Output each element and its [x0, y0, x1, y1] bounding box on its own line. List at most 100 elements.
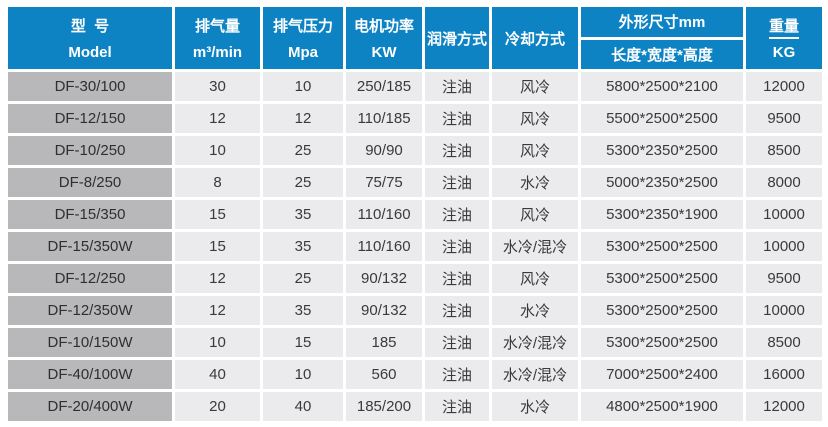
cell-cooling: 风冷: [492, 136, 578, 165]
cell-lubrication: 注油: [425, 136, 489, 165]
cell-power: 110/185: [346, 104, 422, 133]
table-row: DF-10/150W 10 15 185 注油 水冷/混冷 5300*2500*…: [8, 328, 822, 357]
header-pressure-unit: Mpa: [288, 44, 318, 61]
cell-model: DF-15/350W: [8, 232, 172, 261]
cell-displacement: 12: [175, 264, 260, 293]
cell-dimensions: 5300*2500*2500: [581, 232, 743, 261]
header-dimensions: 外形尺寸mm 长度*宽度*高度: [581, 7, 743, 69]
table-row: DF-40/100W 40 10 560 注油 水冷/混冷 7000*2500*…: [8, 360, 822, 389]
cell-dimensions: 5500*2500*2500: [581, 104, 743, 133]
header-power-unit: KW: [371, 44, 397, 61]
header-pressure: 排气压力 Mpa: [263, 7, 343, 69]
cell-power: 90/90: [346, 136, 422, 165]
spec-table: 型 号 Model 排气量 m³/min 排气压力 Mpa 电机功率: [5, 4, 825, 424]
cell-cooling: 风冷: [492, 72, 578, 101]
cell-model: DF-40/100W: [8, 360, 172, 389]
cell-lubrication: 注油: [425, 392, 489, 421]
table-row: DF-20/400W 20 40 185/200 注油 水冷 4800*2500…: [8, 392, 822, 421]
cell-displacement: 15: [175, 200, 260, 229]
cell-weight: 8000: [746, 168, 822, 197]
cell-model: DF-30/100: [8, 72, 172, 101]
cell-weight: 16000: [746, 360, 822, 389]
cell-pressure: 10: [263, 360, 343, 389]
cell-lubrication: 注油: [425, 168, 489, 197]
cell-pressure: 35: [263, 232, 343, 261]
cell-cooling: 水冷: [492, 168, 578, 197]
cell-model: DF-10/250: [8, 136, 172, 165]
cell-weight: 9500: [746, 104, 822, 133]
table-row: DF-15/350 15 35 110/160 注油 风冷 5300*2350*…: [8, 200, 822, 229]
cell-pressure: 15: [263, 328, 343, 357]
cell-lubrication: 注油: [425, 200, 489, 229]
cell-cooling: 水冷: [492, 296, 578, 325]
cell-displacement: 8: [175, 168, 260, 197]
cell-displacement: 40: [175, 360, 260, 389]
cell-power: 110/160: [346, 200, 422, 229]
cell-power: 90/132: [346, 264, 422, 293]
cell-lubrication: 注油: [425, 296, 489, 325]
header-dimensions-zh: 外形尺寸mm: [581, 7, 743, 40]
cell-dimensions: 7000*2500*2400: [581, 360, 743, 389]
cell-pressure: 35: [263, 296, 343, 325]
header-model: 型 号 Model: [8, 7, 172, 69]
header-dimensions-sub: 长度*宽度*高度: [611, 46, 713, 64]
cell-lubrication: 注油: [425, 104, 489, 133]
cell-dimensions: 5000*2350*2500: [581, 168, 743, 197]
header-lubrication-label: 润滑方式: [426, 30, 487, 48]
cell-weight: 12000: [746, 392, 822, 421]
cell-dimensions: 5300*2350*1900: [581, 200, 743, 229]
table-row: DF-12/150 12 12 110/185 注油 风冷 5500*2500*…: [8, 104, 822, 133]
cell-weight: 10000: [746, 200, 822, 229]
cell-weight: 9500: [746, 264, 822, 293]
header-weight-zh: 重量: [768, 18, 799, 39]
cell-displacement: 30: [175, 72, 260, 101]
cell-dimensions: 5300*2500*2500: [581, 264, 743, 293]
cell-weight: 8500: [746, 136, 822, 165]
cell-cooling: 水冷/混冷: [492, 232, 578, 261]
cell-weight: 10000: [746, 232, 822, 261]
cell-cooling: 水冷/混冷: [492, 360, 578, 389]
cell-cooling: 水冷/混冷: [492, 328, 578, 357]
cell-cooling: 风冷: [492, 264, 578, 293]
header-cooling: 冷却方式: [492, 7, 578, 69]
cell-model: DF-12/350W: [8, 296, 172, 325]
cell-dimensions: 5300*2500*2500: [581, 328, 743, 357]
table-row: DF-8/250 8 25 75/75 注油 水冷 5000*2350*2500…: [8, 168, 822, 197]
cell-cooling: 风冷: [492, 200, 578, 229]
cell-displacement: 15: [175, 232, 260, 261]
cell-lubrication: 注油: [425, 328, 489, 357]
cell-power: 185: [346, 328, 422, 357]
cell-pressure: 25: [263, 264, 343, 293]
cell-power: 90/132: [346, 296, 422, 325]
cell-model: DF-12/250: [8, 264, 172, 293]
header-lubrication: 润滑方式: [425, 7, 489, 69]
cell-power: 110/160: [346, 232, 422, 261]
header-row: 型 号 Model 排气量 m³/min 排气压力 Mpa 电机功率: [8, 7, 822, 69]
header-displacement: 排气量 m³/min: [175, 7, 260, 69]
cell-pressure: 12: [263, 104, 343, 133]
cell-cooling: 风冷: [492, 104, 578, 133]
cell-pressure: 10: [263, 72, 343, 101]
header-model-en: Model: [68, 44, 112, 61]
cell-model: DF-12/150: [8, 104, 172, 133]
cell-dimensions: 5300*2500*2500: [581, 296, 743, 325]
cell-displacement: 10: [175, 328, 260, 357]
header-displacement-unit: m³/min: [192, 44, 243, 61]
cell-displacement: 10: [175, 136, 260, 165]
cell-power: 185/200: [346, 392, 422, 421]
cell-dimensions: 5800*2500*2100: [581, 72, 743, 101]
header-pressure-zh: 排气压力: [272, 18, 333, 35]
table-row: DF-12/350W 12 35 90/132 注油 水冷 5300*2500*…: [8, 296, 822, 325]
table-row: DF-15/350W 15 35 110/160 注油 水冷/混冷 5300*2…: [8, 232, 822, 261]
table-row: DF-12/250 12 25 90/132 注油 风冷 5300*2500*2…: [8, 264, 822, 293]
cell-pressure: 40: [263, 392, 343, 421]
cell-model: DF-20/400W: [8, 392, 172, 421]
header-displacement-zh: 排气量: [194, 18, 240, 35]
table-row: DF-10/250 10 25 90/90 注油 风冷 5300*2350*25…: [8, 136, 822, 165]
table-row: DF-30/100 30 10 250/185 注油 风冷 5800*2500*…: [8, 72, 822, 101]
header-power: 电机功率 KW: [346, 7, 422, 69]
cell-weight: 12000: [746, 72, 822, 101]
header-model-zh: 型 号: [70, 18, 110, 35]
cell-displacement: 20: [175, 392, 260, 421]
cell-power: 250/185: [346, 72, 422, 101]
